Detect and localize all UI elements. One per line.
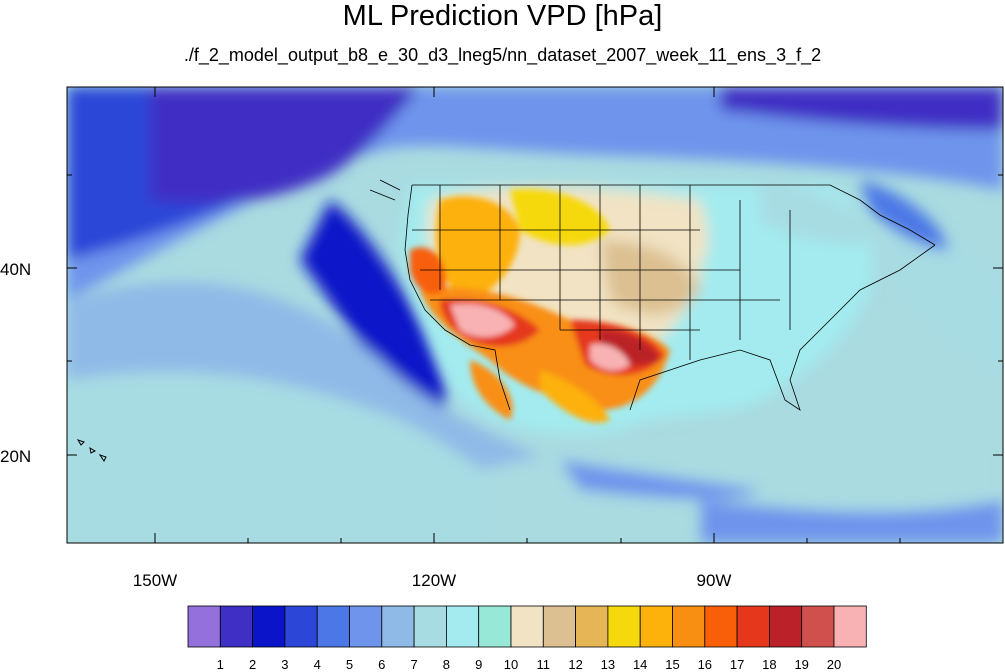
colorbar-swatch xyxy=(672,605,706,648)
colorbar: 1 2 3 4 5 6 7 8 9 10 11 12 13 14 15 16 17 18 19 20 xyxy=(187,605,867,672)
colorbar-label: 11 xyxy=(537,657,551,672)
colorbar-swatch xyxy=(542,605,576,648)
colorbar-swatch xyxy=(833,605,867,648)
colorbar-label: 18 xyxy=(762,657,776,672)
colorbar-swatch xyxy=(413,605,447,648)
colorbar-label: 7 xyxy=(410,657,417,672)
colorbar-label: 14 xyxy=(633,657,647,672)
map-field xyxy=(67,87,1003,543)
colorbar-label: 19 xyxy=(794,657,808,672)
lon-label-90w: 90W xyxy=(697,571,732,590)
colorbar-swatch xyxy=(252,605,286,648)
colorbar-swatch xyxy=(381,605,415,648)
colorbar-label: 13 xyxy=(601,657,615,672)
map-subtitle: ./f_2_model_output_b8_e_30_d3_lneg5/nn_d… xyxy=(183,45,822,65)
colorbar-swatch xyxy=(219,605,254,648)
colorbar-swatch xyxy=(769,605,803,648)
map-title: ML Prediction VPD [hPa] xyxy=(342,0,663,32)
colorbar-label: 2 xyxy=(249,657,256,672)
colorbar-label: 9 xyxy=(475,657,482,672)
colorbar-swatch xyxy=(445,605,480,648)
colorbar-label: 16 xyxy=(698,657,712,672)
colorbar-label: 3 xyxy=(281,657,288,672)
colorbar-label: 1 xyxy=(217,657,224,672)
colorbar-label: 6 xyxy=(378,657,385,672)
colorbar-label: 17 xyxy=(730,657,744,672)
colorbar-swatch xyxy=(639,605,673,648)
colorbar-swatch xyxy=(510,605,544,648)
colorbar-swatch xyxy=(704,605,738,648)
lat-label-20n: 20N xyxy=(0,447,31,466)
colorbar-label: 20 xyxy=(827,657,841,672)
colorbar-label: 4 xyxy=(314,657,321,672)
colorbar-swatch xyxy=(801,605,835,648)
colorbar-label: 12 xyxy=(568,657,582,672)
lon-label-150w: 150W xyxy=(133,571,177,590)
colorbar-swatch xyxy=(284,605,318,648)
ticks xyxy=(67,87,1003,543)
map-frame xyxy=(66,86,1004,544)
colorbar-swatch xyxy=(607,605,641,648)
colorbar-swatch xyxy=(187,605,221,648)
colorbar-label: 5 xyxy=(346,657,353,672)
colorbar-label: 8 xyxy=(443,657,450,672)
colorbar-label: 10 xyxy=(504,657,518,672)
colorbar-label: 15 xyxy=(665,657,679,672)
colorbar-swatch xyxy=(478,605,512,648)
coastlines xyxy=(369,179,936,411)
colorbar-swatch xyxy=(736,605,770,648)
colorbar-swatch xyxy=(316,605,350,648)
lon-label-120w: 120W xyxy=(412,571,456,590)
lat-label-40n: 40N xyxy=(0,260,31,279)
colorbar-swatch xyxy=(575,605,609,648)
colorbar-swatch xyxy=(349,605,383,648)
